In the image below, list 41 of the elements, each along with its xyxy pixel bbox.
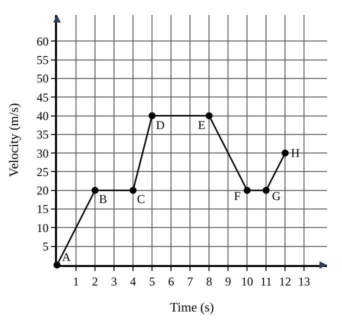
annotation: B [99,192,108,206]
y-tick-label: 25 [36,164,49,179]
point [244,186,251,194]
x-axis-title: Time (s) [170,300,214,314]
y-axis-title: Velocity (m/s) [6,102,22,178]
point [282,150,289,157]
x-tick-label: 4 [130,274,136,288]
annotation: G [272,189,281,203]
annotation: E [198,118,206,132]
point [92,186,99,194]
point [148,112,156,120]
annotation: A [62,250,71,264]
y-tick-label: 60 [36,34,49,48]
x-tick-label: 3 [111,274,118,288]
x-tick-label: 9 [225,274,232,288]
x-tick-label: 2 [92,274,98,288]
y-tick-label: 20 [36,184,49,198]
annotation: C [137,192,146,206]
y-tick-label: 30 [36,146,49,160]
y-tick-label: 15 [36,202,49,216]
annotation: D [156,118,165,132]
x-tick-label: 13 [298,274,310,288]
y-tick-label: 40 [36,108,49,123]
y-tick-label: 10 [36,220,49,235]
y-tick-label: 45 [36,90,49,104]
annotation: F [234,189,241,203]
y-tick-label: 50 [36,72,49,86]
x-tick-label: 8 [206,274,212,288]
x-tick-label: 11 [260,274,272,288]
y-tick-label: 5 [42,240,49,254]
y-tick-label: 55 [36,52,49,67]
point [130,186,137,194]
x-tick-label: 12 [279,274,292,288]
x-tick-label: 1 [73,274,80,288]
point [206,112,213,120]
x-tick-label: 6 [168,274,174,288]
x-tick-label: 7 [187,274,194,288]
x-tick-label: 5 [149,274,156,288]
y-tick-label: 35 [36,128,49,142]
point [262,186,270,194]
x-tick-label: 10 [241,274,254,288]
